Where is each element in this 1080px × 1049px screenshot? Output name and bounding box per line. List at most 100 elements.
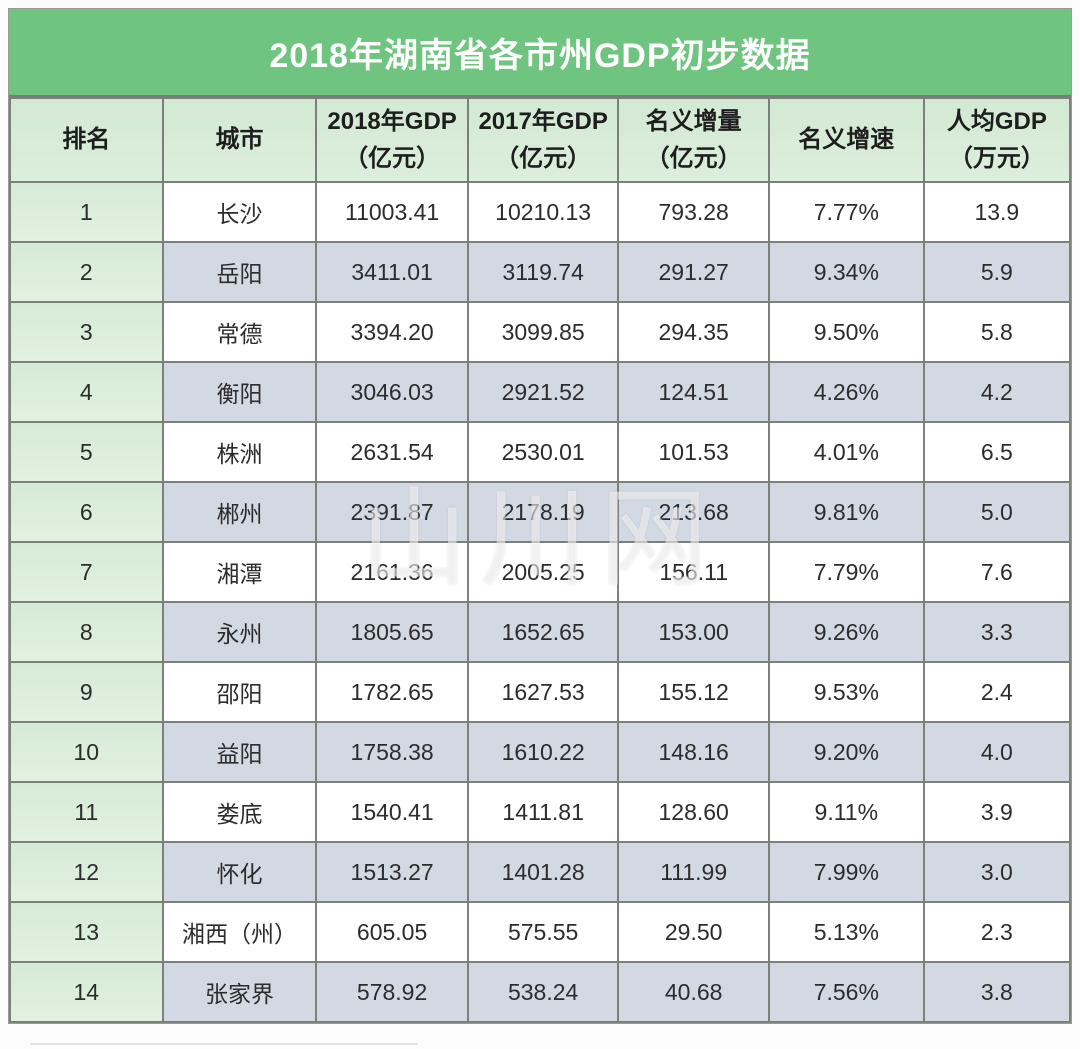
rank-cell: 3 — [9, 301, 164, 363]
nominal-growth-cell: 7.79% — [767, 541, 925, 603]
header-gdp-2018-label: 2018年GDP — [327, 107, 457, 135]
table-row: 5 株洲 2631.54 2530.01 101.53 4.01% 6.5 — [9, 421, 1072, 483]
gdp-2018-cell: 2391.87 — [315, 481, 469, 543]
nominal-growth-cell: 9.26% — [767, 601, 925, 663]
gdp-2017-cell: 1401.28 — [466, 841, 620, 903]
header-nominal-increment: 名义增量 （亿元） — [617, 97, 770, 183]
gdp-2018-cell: 1513.27 — [315, 841, 469, 903]
header-gdp-per-capita: 人均GDP （万元） — [922, 97, 1072, 183]
header-gdp-2018: 2018年GDP （亿元） — [315, 97, 469, 183]
header-nominal-increment-label: 名义增量 — [645, 107, 742, 135]
rank-cell: 8 — [9, 601, 164, 663]
nominal-growth-cell: 5.13% — [767, 901, 925, 963]
table-row: 6 郴州 2391.87 2178.19 213.68 9.81% 5.0 — [9, 481, 1072, 543]
table-header-row: 排名 城市 2018年GDP （亿元） 2017年GDP （亿元） 名义增量 （亿元）… — [9, 97, 1072, 183]
gdp-data-table: 排名 城市 2018年GDP （亿元） 2017年GDP （亿元） 名义增量 （亿元）… — [9, 97, 1072, 1023]
gdp-per-capita-cell: 4.0 — [922, 721, 1072, 783]
city-cell: 湘潭 — [161, 541, 318, 603]
gdp-per-capita-cell: 3.8 — [922, 961, 1072, 1023]
gdp-per-capita-cell: 5.8 — [922, 301, 1072, 363]
city-cell: 益阳 — [161, 721, 318, 783]
gdp-per-capita-cell: 7.6 — [922, 541, 1072, 603]
city-cell: 怀化 — [161, 841, 318, 903]
nominal-increment-cell: 294.35 — [617, 301, 770, 363]
table-row: 13 湘西（州） 605.05 575.55 29.50 5.13% 2.3 — [9, 901, 1072, 963]
header-nominal-growth-label: 名义增速 — [798, 126, 895, 154]
rank-cell: 13 — [9, 901, 164, 963]
table-row: 7 湘潭 2161.36 2005.25 156.11 7.79% 7.6 — [9, 541, 1072, 603]
city-cell: 永州 — [161, 601, 318, 663]
nominal-increment-cell: 111.99 — [617, 841, 770, 903]
gdp-2017-cell: 2005.25 — [466, 541, 620, 603]
rank-cell: 10 — [9, 721, 164, 783]
gdp-2017-cell: 575.55 — [466, 901, 620, 963]
gdp-per-capita-cell: 5.9 — [922, 241, 1072, 303]
rank-cell: 14 — [9, 961, 164, 1023]
gdp-2017-cell: 1652.65 — [466, 601, 620, 663]
rank-cell: 11 — [9, 781, 164, 843]
nominal-increment-cell: 291.27 — [617, 241, 770, 303]
nominal-increment-cell: 40.68 — [617, 961, 770, 1023]
rank-cell: 1 — [9, 181, 164, 243]
table-row: 1 长沙 11003.41 10210.13 793.28 7.77% 13.9 — [9, 181, 1072, 243]
gdp-2018-cell: 1758.38 — [315, 721, 469, 783]
faint-bottom-line — [30, 1043, 418, 1045]
gdp-2018-cell: 1540.41 — [315, 781, 469, 843]
nominal-increment-cell: 156.11 — [617, 541, 770, 603]
table-row: 12 怀化 1513.27 1401.28 111.99 7.99% 3.0 — [9, 841, 1072, 903]
table-row: 2 岳阳 3411.01 3119.74 291.27 9.34% 5.9 — [9, 241, 1072, 303]
gdp-2017-cell: 3099.85 — [466, 301, 620, 363]
nominal-increment-cell: 153.00 — [617, 601, 770, 663]
nominal-growth-cell: 7.99% — [767, 841, 925, 903]
city-cell: 张家界 — [161, 961, 318, 1023]
table-row: 9 邵阳 1782.65 1627.53 155.12 9.53% 2.4 — [9, 661, 1072, 723]
header-nominal-increment-unit: （亿元） — [645, 145, 742, 172]
gdp-2017-cell: 3119.74 — [466, 241, 620, 303]
gdp-per-capita-cell: 3.9 — [922, 781, 1072, 843]
table-row: 8 永州 1805.65 1652.65 153.00 9.26% 3.3 — [9, 601, 1072, 663]
rank-cell: 7 — [9, 541, 164, 603]
gdp-per-capita-cell: 3.3 — [922, 601, 1072, 663]
header-rank-label: 排名 — [62, 126, 111, 154]
table-row: 4 衡阳 3046.03 2921.52 124.51 4.26% 4.2 — [9, 361, 1072, 423]
gdp-2017-cell: 538.24 — [466, 961, 620, 1023]
city-cell: 常德 — [161, 301, 318, 363]
gdp-2018-cell: 1782.65 — [315, 661, 469, 723]
gdp-2018-cell: 11003.41 — [315, 181, 469, 243]
header-gdp-2017: 2017年GDP （亿元） — [466, 97, 620, 183]
city-cell: 邵阳 — [161, 661, 318, 723]
gdp-per-capita-cell: 13.9 — [922, 181, 1072, 243]
nominal-growth-cell: 9.20% — [767, 721, 925, 783]
gdp-2018-cell: 3394.20 — [315, 301, 469, 363]
gdp-per-capita-cell: 5.0 — [922, 481, 1072, 543]
gdp-table-panel: 2018年湖南省各市州GDP初步数据 排名 城市 2018年GDP （亿元） — [8, 8, 1072, 1024]
nominal-increment-cell: 793.28 — [617, 181, 770, 243]
gdp-2017-cell: 2178.19 — [466, 481, 620, 543]
gdp-per-capita-cell: 2.3 — [922, 901, 1072, 963]
header-city: 城市 — [161, 97, 318, 183]
nominal-increment-cell: 29.50 — [617, 901, 770, 963]
nominal-increment-cell: 148.16 — [617, 721, 770, 783]
city-cell: 衡阳 — [161, 361, 318, 423]
table-title: 2018年湖南省各市州GDP初步数据 — [9, 9, 1071, 97]
nominal-growth-cell: 4.01% — [767, 421, 925, 483]
header-gdp-2017-label: 2017年GDP — [478, 107, 608, 135]
header-gdp-2018-unit: （亿元） — [344, 145, 441, 172]
gdp-2017-cell: 2921.52 — [466, 361, 620, 423]
header-nominal-growth: 名义增速 — [767, 97, 925, 183]
table-row: 10 益阳 1758.38 1610.22 148.16 9.20% 4.0 — [9, 721, 1072, 783]
nominal-growth-cell: 9.50% — [767, 301, 925, 363]
rank-cell: 9 — [9, 661, 164, 723]
gdp-2018-cell: 2631.54 — [315, 421, 469, 483]
rank-cell: 5 — [9, 421, 164, 483]
nominal-growth-cell: 9.81% — [767, 481, 925, 543]
gdp-2018-cell: 2161.36 — [315, 541, 469, 603]
header-gdp-per-capita-label: 人均GDP — [946, 107, 1047, 135]
nominal-increment-cell: 128.60 — [617, 781, 770, 843]
nominal-growth-cell: 4.26% — [767, 361, 925, 423]
gdp-2018-cell: 578.92 — [315, 961, 469, 1023]
nominal-growth-cell: 9.11% — [767, 781, 925, 843]
nominal-growth-cell: 7.56% — [767, 961, 925, 1023]
nominal-increment-cell: 101.53 — [617, 421, 770, 483]
gdp-2017-cell: 10210.13 — [466, 181, 620, 243]
